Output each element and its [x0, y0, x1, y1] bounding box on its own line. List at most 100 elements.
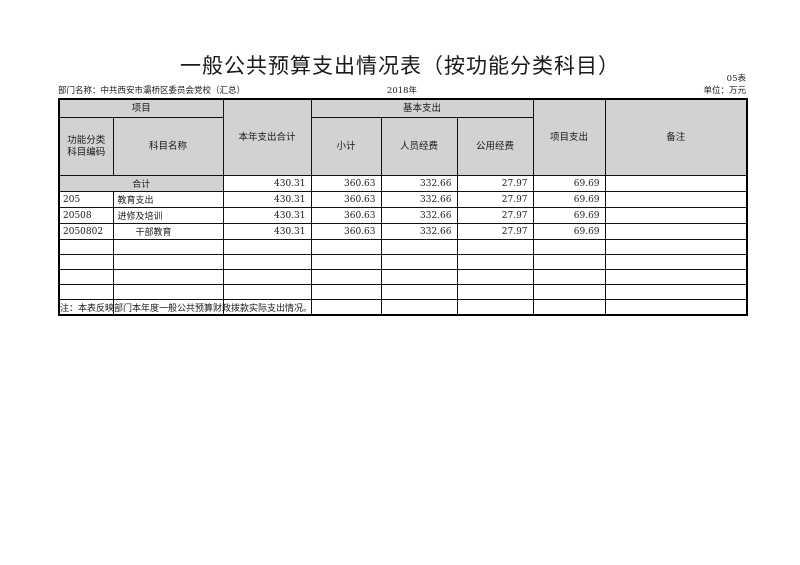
- table-row: 20508 进修及培训 430.31 360.63 332.66 27.97 69.69: [58, 207, 748, 224]
- cell-public: 27.97: [456, 207, 534, 224]
- cell-blank: [456, 299, 534, 316]
- cell-memo: [604, 207, 748, 224]
- cell-blank: [532, 269, 606, 285]
- header-group-project: 项目: [58, 98, 224, 118]
- cell-blank: [532, 284, 606, 300]
- table-row-blank: [58, 299, 748, 316]
- header-col-code-line2: 科目编码: [67, 146, 106, 158]
- amount-unit: 单位：万元: [703, 86, 746, 96]
- cell-blank: [532, 254, 606, 270]
- cell-year-total: 430.31: [222, 207, 312, 224]
- cell-blank: [58, 299, 114, 316]
- cell-memo: [604, 223, 748, 240]
- cell-blank: [532, 299, 606, 316]
- cell-personnel: 332.66: [380, 175, 458, 192]
- cell-blank: [532, 239, 606, 255]
- page-title: 一般公共预算支出情况表（按功能分类科目）: [180, 54, 620, 78]
- cell-blank: [112, 269, 224, 285]
- table-row-blank: [58, 254, 748, 270]
- table-row-total: 合计 430.31 360.63 332.66 27.97 69.69: [58, 175, 748, 192]
- cell-year-total: 430.31: [222, 191, 312, 208]
- cell-blank: [604, 299, 748, 316]
- cell-blank: [222, 284, 312, 300]
- cell-blank: [222, 239, 312, 255]
- cell-project-expenditure: 69.69: [532, 175, 606, 192]
- cell-personnel: 332.66: [380, 207, 458, 224]
- cell-blank: [456, 284, 534, 300]
- cell-blank: [380, 254, 458, 270]
- department-name: 部门名称：中共西安市灞桥区委员会党校（汇总）: [58, 86, 246, 96]
- cell-blank: [310, 284, 382, 300]
- cell-project-expenditure: 69.69: [532, 223, 606, 240]
- fiscal-year: 2018年: [386, 86, 418, 96]
- cell-blank: [380, 299, 458, 316]
- table-header-col-row: 功能分类 科目编码 科目名称 小计 人员经费 公用经费: [58, 117, 747, 176]
- cell-name: 教育支出: [112, 191, 224, 208]
- cell-blank: [58, 284, 114, 300]
- cell-subtotal: 360.63: [310, 191, 382, 208]
- cell-blank: [604, 269, 748, 285]
- cell-blank: [112, 239, 224, 255]
- cell-project-expenditure: 69.69: [532, 191, 606, 208]
- cell-blank: [112, 284, 224, 300]
- cell-blank: [222, 269, 312, 285]
- cell-project-expenditure: 69.69: [532, 207, 606, 224]
- header-col-project-expenditure: 项目支出: [532, 98, 606, 176]
- cell-public: 27.97: [456, 223, 534, 240]
- cell-code: 2050802: [58, 223, 114, 240]
- budget-table: 项目 本年支出合计 基本支出 项目支出 备注 功能分类 科目编码 科目名称 小计…: [58, 98, 749, 316]
- table-header: 项目 本年支出合计 基本支出 项目支出 备注 功能分类 科目编码 科目名称 小计…: [58, 98, 748, 176]
- cell-blank: [310, 269, 382, 285]
- table-row: 2050802 干部教育 430.31 360.63 332.66 27.97 69.69: [58, 223, 748, 240]
- cell-name: 进修及培训: [112, 207, 224, 224]
- table-footnote: 注：本表反映部门本年度一般公共预算财政拨款实际支出情况。: [60, 304, 313, 314]
- table-row-blank: [58, 284, 748, 300]
- header-col-public: 公用经费: [456, 117, 534, 176]
- cell-subtotal: 360.63: [310, 223, 382, 240]
- form-number: 05表: [726, 74, 746, 84]
- cell-code: 205: [58, 191, 114, 208]
- cell-blank: [456, 269, 534, 285]
- cell-blank: [58, 239, 114, 255]
- header-col-code: 功能分类 科目编码: [58, 117, 114, 176]
- header-col-year-total: 本年支出合计: [222, 98, 312, 176]
- header-col-personnel: 人员经费: [380, 117, 458, 176]
- cell-blank: [380, 269, 458, 285]
- cell-subtotal: 360.63: [310, 175, 382, 192]
- header-col-code-line1: 功能分类: [67, 134, 106, 146]
- table-header-group-row: 项目 本年支出合计 基本支出 项目支出 备注: [58, 98, 748, 176]
- cell-blank: [380, 239, 458, 255]
- cell-year-total: 430.31: [222, 175, 312, 192]
- cell-blank: [310, 254, 382, 270]
- table-row-blank: [58, 269, 748, 285]
- cell-blank: [456, 254, 534, 270]
- cell-personnel: 332.66: [380, 223, 458, 240]
- cell-blank: [604, 284, 748, 300]
- cell-subtotal: 360.63: [310, 207, 382, 224]
- cell-total-label: 合计: [58, 175, 224, 192]
- meta-row: 部门名称：中共西安市灞桥区委员会党校（汇总） 2018年 单位：万元: [58, 84, 746, 96]
- cell-blank: [310, 299, 382, 316]
- cell-blank: [112, 254, 224, 270]
- cell-personnel: 332.66: [380, 191, 458, 208]
- cell-year-total: 430.31: [222, 223, 312, 240]
- cell-code: 20508: [58, 207, 114, 224]
- cell-blank: [58, 254, 114, 270]
- cell-blank: [310, 239, 382, 255]
- table-row-blank: [58, 239, 748, 255]
- header-col-subtotal: 小计: [310, 117, 382, 176]
- cell-blank: [222, 254, 312, 270]
- budget-table-wrapper: 项目 本年支出合计 基本支出 项目支出 备注 功能分类 科目编码 科目名称 小计…: [58, 98, 749, 316]
- cell-blank: [58, 269, 114, 285]
- cell-public: 27.97: [456, 191, 534, 208]
- cell-blank: [604, 239, 748, 255]
- cell-name: 干部教育: [112, 223, 224, 240]
- cell-public: 27.97: [456, 175, 534, 192]
- header-col-memo: 备注: [604, 98, 748, 176]
- header-group-basic-expenditure: 基本支出: [310, 98, 534, 118]
- cell-memo: [604, 175, 748, 192]
- cell-memo: [604, 191, 748, 208]
- cell-blank: [604, 254, 748, 270]
- cell-blank: [380, 284, 458, 300]
